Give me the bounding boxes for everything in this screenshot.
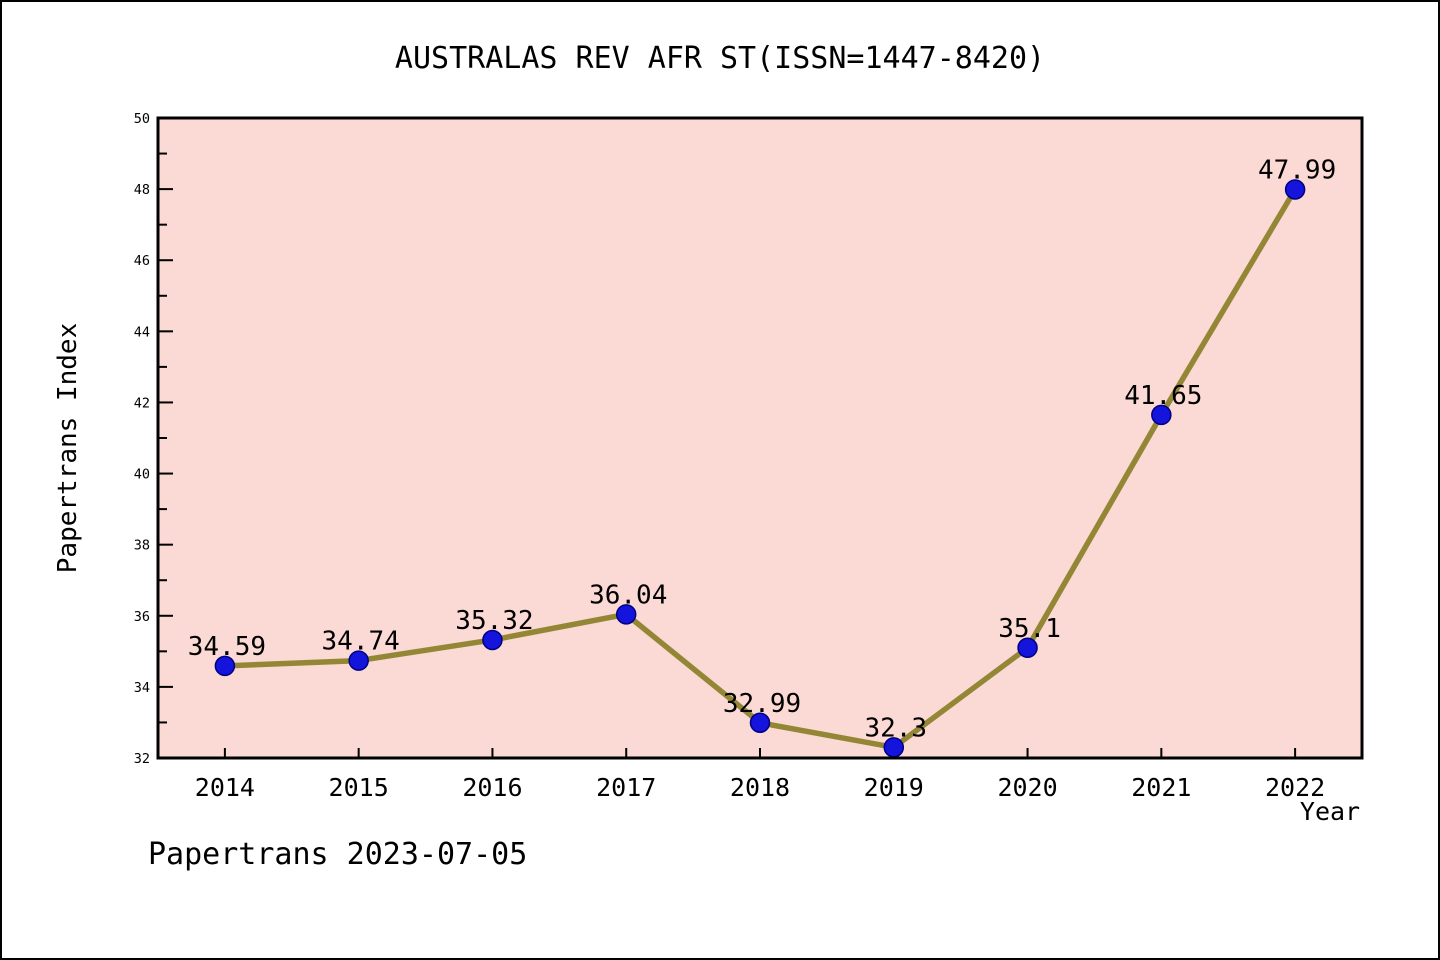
point-label: 32.3 bbox=[864, 713, 927, 743]
x-tick-label: 2020 bbox=[997, 773, 1057, 802]
x-tick-label: 2021 bbox=[1131, 773, 1191, 802]
y-tick-label: 46 bbox=[134, 253, 150, 269]
data-point bbox=[1017, 637, 1038, 659]
point-label: 47.99 bbox=[1258, 155, 1336, 185]
data-point bbox=[348, 650, 369, 671]
x-tick-label: 2016 bbox=[462, 773, 522, 802]
data-point bbox=[615, 604, 637, 625]
data-point bbox=[1284, 179, 1306, 200]
point-label: 35.1 bbox=[998, 614, 1061, 644]
data-point bbox=[1151, 404, 1172, 426]
x-tick-label: 2022 bbox=[1265, 773, 1325, 802]
x-tick-label: 2015 bbox=[329, 773, 389, 802]
y-tick-label: 38 bbox=[134, 538, 150, 554]
y-tick-label: 50 bbox=[134, 111, 150, 127]
data-point bbox=[214, 655, 236, 677]
point-label: 34.59 bbox=[188, 632, 266, 662]
point-label: 32.99 bbox=[723, 689, 801, 719]
x-tick-label: 2019 bbox=[864, 773, 924, 802]
y-tick-label: 34 bbox=[134, 680, 150, 696]
point-label: 36.04 bbox=[589, 580, 667, 610]
x-tick-label: 2018 bbox=[730, 773, 790, 802]
data-point bbox=[749, 712, 771, 734]
x-tick-label: 2014 bbox=[195, 773, 255, 802]
x-tick-label: 2017 bbox=[596, 773, 656, 802]
y-tick-label: 42 bbox=[134, 395, 150, 411]
plot-frame bbox=[156, 116, 1364, 760]
point-label: 41.65 bbox=[1124, 381, 1202, 411]
point-label: 35.32 bbox=[455, 606, 533, 636]
y-tick-label: 44 bbox=[134, 324, 150, 340]
point-label: 34.74 bbox=[322, 627, 400, 657]
y-tick-label: 48 bbox=[134, 182, 150, 198]
y-tick-label: 32 bbox=[134, 751, 150, 767]
data-point bbox=[482, 629, 503, 651]
y-tick-label: 40 bbox=[134, 467, 150, 483]
y-tick-label: 36 bbox=[134, 609, 150, 625]
